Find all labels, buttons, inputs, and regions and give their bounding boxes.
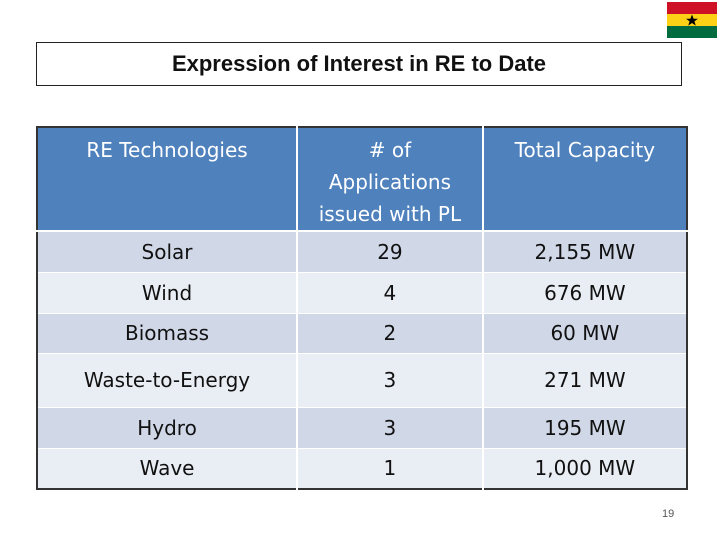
slide-title: Expression of Interest in RE to Date [36, 42, 682, 86]
flag-star [686, 14, 698, 26]
table-cell: 271 MW [481, 353, 687, 408]
table-cell: Hydro [37, 407, 298, 449]
table-row: Waste-to-Energy 3 271 MW [37, 353, 687, 408]
table-cell: 195 MW [481, 407, 687, 449]
table-cell: 4 [296, 272, 483, 314]
table-cell: 3 [296, 353, 483, 408]
page-number: 19 [662, 508, 675, 520]
table-row: Solar 29 2,155 MW [37, 231, 687, 273]
flag-stripe [667, 26, 717, 38]
table-row: Hydro 3 195 MW [37, 407, 687, 449]
table-cell: 676 MW [481, 272, 687, 314]
table-body: Solar 29 2,155 MW Wind 4 676 MW Biomass 2 60 MW W… [37, 231, 687, 490]
table-cell: 1 [296, 448, 483, 490]
flag [667, 2, 717, 38]
table-row: Wind 4 676 MW [37, 272, 687, 314]
table-cell: Wind [37, 272, 298, 314]
table-cell: 2 [296, 313, 483, 354]
table-row: Biomass 2 60 MW [37, 313, 687, 354]
table-cell: 60 MW [481, 313, 687, 354]
header-cell: Total Capacity [481, 127, 687, 232]
table-cell: 3 [296, 407, 483, 449]
table-cell: 2,155 MW [481, 231, 687, 273]
header-cell: # of Applications issued with PL [296, 127, 483, 232]
table-cell: Waste-to-Energy [37, 353, 298, 408]
table-cell: Wave [37, 448, 298, 490]
header-cell: RE Technologies [37, 127, 298, 232]
table-cell: 1,000 MW [481, 448, 687, 490]
table-cell: 29 [296, 231, 483, 273]
table-cell: Solar [37, 231, 298, 273]
data-table: RE Technologies # of Applications issued … [36, 126, 688, 490]
header-row: RE Technologies # of Applications issued … [37, 127, 687, 232]
table-row: Wave 1 1,000 MW [37, 448, 687, 490]
table-cell: Biomass [37, 313, 298, 354]
flag-stripe [667, 2, 717, 14]
